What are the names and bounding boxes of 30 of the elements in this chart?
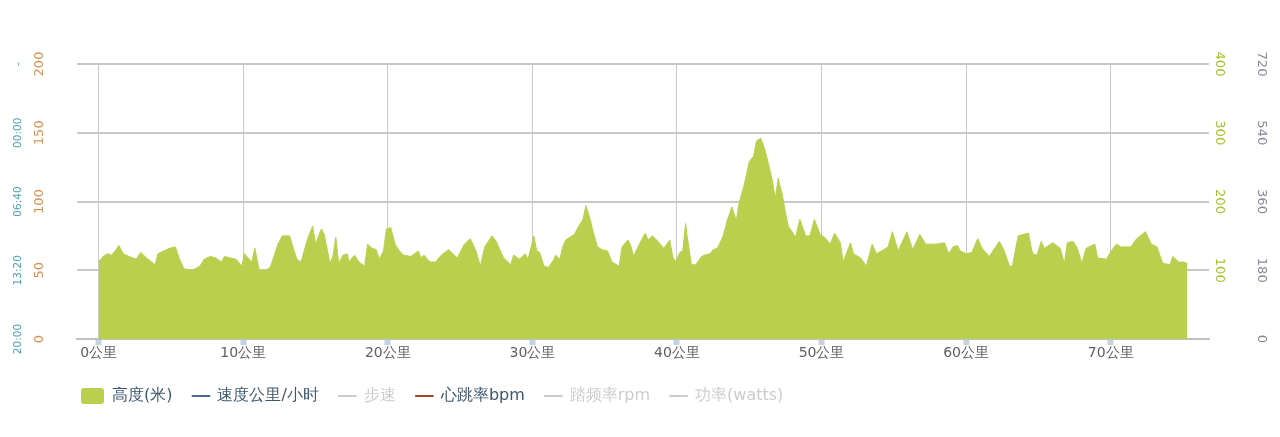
y-tick-label: 100 xyxy=(31,189,47,214)
text: 540 xyxy=(1254,120,1270,146)
y2-tick-label: 06:40 xyxy=(10,186,23,217)
legend-label: 速度公里/小时 xyxy=(217,385,319,405)
x-tick-label: 70公里 xyxy=(1087,344,1134,361)
y2-tick-label: 20:00 xyxy=(10,323,23,355)
y-tick-label: 150 xyxy=(31,120,47,146)
x-tick-label: 20公里 xyxy=(364,344,411,361)
y3-tick-label: 300 xyxy=(1212,120,1228,146)
legend-label: 心跳率bpm xyxy=(439,385,525,405)
text: 0 xyxy=(1254,334,1270,344)
x-tick-label: 30公里 xyxy=(509,344,556,361)
y2-tick-label: - xyxy=(10,61,23,66)
x-tick-label: 0公里 xyxy=(80,344,118,361)
x-tick-label: 50公里 xyxy=(798,344,845,361)
y2-tick-label: 13:20 xyxy=(10,255,23,286)
text: 360 xyxy=(1254,189,1270,214)
y3-tick-label: 200 xyxy=(1212,189,1228,214)
x-tick-label: 60公里 xyxy=(943,344,990,361)
y3-tick-label: 100 xyxy=(1212,257,1228,283)
y-tick-label: 50 xyxy=(31,261,47,279)
legend-label: 高度(米) xyxy=(112,385,173,405)
x-tick-label: 10公里 xyxy=(220,344,267,361)
text: 180 xyxy=(1254,257,1270,283)
y-tick-label: 0 xyxy=(31,334,47,344)
text: 720 xyxy=(1254,51,1270,77)
y-tick-label: 200 xyxy=(31,51,47,77)
x-tick-label: 40公里 xyxy=(654,344,700,361)
y3-tick-label: 400 xyxy=(1212,51,1228,77)
y2-tick-label: 00:00 xyxy=(10,117,23,148)
